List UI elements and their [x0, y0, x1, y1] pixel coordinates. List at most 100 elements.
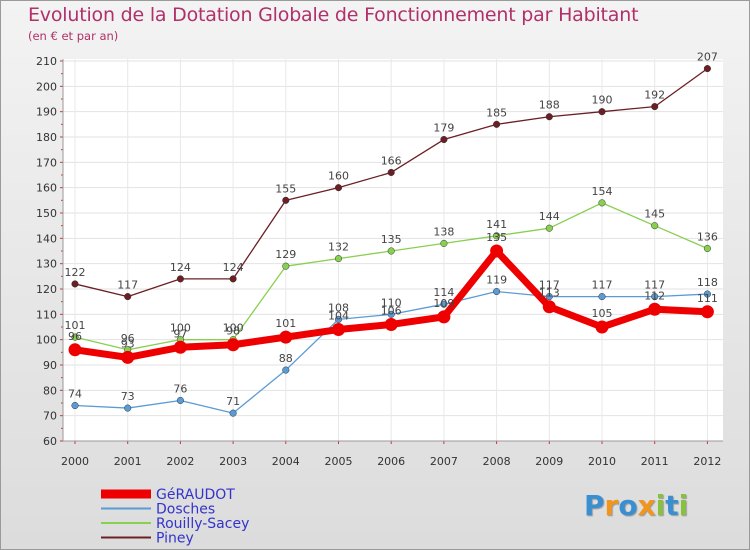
x-tick-label: 2010 [588, 455, 616, 468]
data-point [703, 65, 711, 73]
data-point [542, 300, 556, 314]
data-point [279, 330, 293, 344]
x-tick-label: 2000 [61, 455, 89, 468]
logo-letter: r [604, 489, 619, 522]
logo-letter: x [637, 489, 656, 522]
data-point [71, 280, 79, 288]
data-label: 110 [381, 296, 402, 309]
data-label: 101 [275, 317, 296, 330]
data-point [440, 300, 448, 308]
data-point [595, 320, 609, 334]
data-label: 141 [486, 218, 507, 231]
data-label: 74 [68, 388, 82, 401]
y-tick-label: 110 [36, 308, 57, 321]
x-tick-label: 2004 [272, 455, 300, 468]
data-point [545, 224, 553, 232]
data-point [332, 323, 345, 337]
data-label: 192 [644, 89, 665, 102]
data-point [651, 103, 659, 111]
data-point [648, 302, 662, 316]
data-point [334, 184, 343, 192]
x-tick-label: 2009 [535, 455, 563, 468]
x-tick-label: 2002 [166, 455, 194, 468]
data-point [282, 366, 290, 374]
y-tick-label: 140 [36, 232, 57, 245]
y-tick-label: 100 [36, 334, 57, 347]
legend-label: GéRAUDOT [156, 487, 235, 503]
data-label: 96 [121, 332, 135, 345]
data-label: 166 [381, 154, 402, 167]
x-tick-label: 2007 [430, 455, 458, 468]
data-point [229, 409, 237, 417]
data-point [176, 275, 184, 283]
data-point [703, 290, 711, 298]
data-point [493, 232, 501, 240]
data-label: 97 [173, 327, 187, 340]
data-label: 207 [697, 51, 718, 64]
data-point [121, 350, 135, 364]
data-label: 122 [65, 266, 86, 279]
data-label: 135 [381, 233, 402, 246]
data-label: 100 [170, 322, 191, 335]
data-point [176, 396, 184, 405]
data-point [226, 338, 240, 352]
logo-letter: i [655, 489, 666, 522]
logo-letter: i [678, 489, 689, 522]
data-point [384, 317, 398, 331]
data-label: 136 [697, 230, 718, 243]
data-point [334, 315, 343, 323]
y-tick-label: 150 [36, 207, 57, 220]
y-tick-label: 170 [36, 156, 57, 169]
y-tick-label: 70 [43, 410, 57, 423]
data-point [71, 333, 79, 341]
legend-label: Dosches [156, 502, 215, 518]
data-label: 117 [117, 279, 138, 292]
data-label: 111 [697, 292, 718, 305]
y-tick-label: 120 [36, 283, 57, 296]
data-point [493, 287, 501, 296]
data-point [703, 244, 711, 253]
y-tick-label: 200 [36, 80, 57, 93]
y-tick-label: 130 [36, 258, 57, 271]
y-tick-label: 90 [43, 359, 57, 372]
data-label: 71 [226, 395, 240, 408]
data-point [282, 262, 290, 270]
data-label: 144 [539, 210, 560, 223]
x-tick-label: 2005 [325, 455, 353, 468]
chart-subtitle: (en € et par an) [28, 29, 119, 43]
data-label: 112 [644, 289, 665, 302]
data-point [700, 305, 714, 319]
proxiti-logo: Proxiti [584, 489, 688, 522]
data-point [68, 343, 82, 357]
data-label: 76 [173, 382, 187, 395]
data-label: 117 [644, 279, 665, 292]
data-label: 117 [539, 279, 560, 292]
chart-title: Evolution de la Dotation Globale de Fonc… [28, 4, 639, 26]
data-label: 105 [592, 307, 613, 320]
y-tick-label: 160 [36, 182, 57, 195]
data-point [334, 255, 343, 263]
data-label: 117 [592, 279, 613, 292]
data-point [437, 310, 451, 324]
data-point [124, 404, 132, 412]
data-point [651, 293, 659, 301]
data-label: 119 [486, 274, 507, 287]
y-tick-label: 80 [43, 384, 57, 397]
logo-letter: o [618, 489, 638, 522]
data-label: 100 [223, 322, 244, 335]
y-tick-label: 180 [36, 131, 57, 144]
data-point [387, 247, 395, 255]
data-label: 113 [539, 287, 560, 300]
x-tick-label: 2011 [641, 455, 669, 468]
data-label: 118 [697, 276, 718, 289]
data-point [71, 401, 79, 410]
y-tick-label: 60 [43, 435, 57, 448]
legend-label: Rouilly-Sacey [156, 516, 249, 532]
data-label: 88 [279, 352, 293, 365]
data-label: 96 [68, 330, 82, 343]
data-label: 129 [275, 248, 296, 261]
data-point [651, 222, 659, 230]
data-label: 179 [433, 122, 454, 135]
data-label: 106 [381, 304, 402, 317]
